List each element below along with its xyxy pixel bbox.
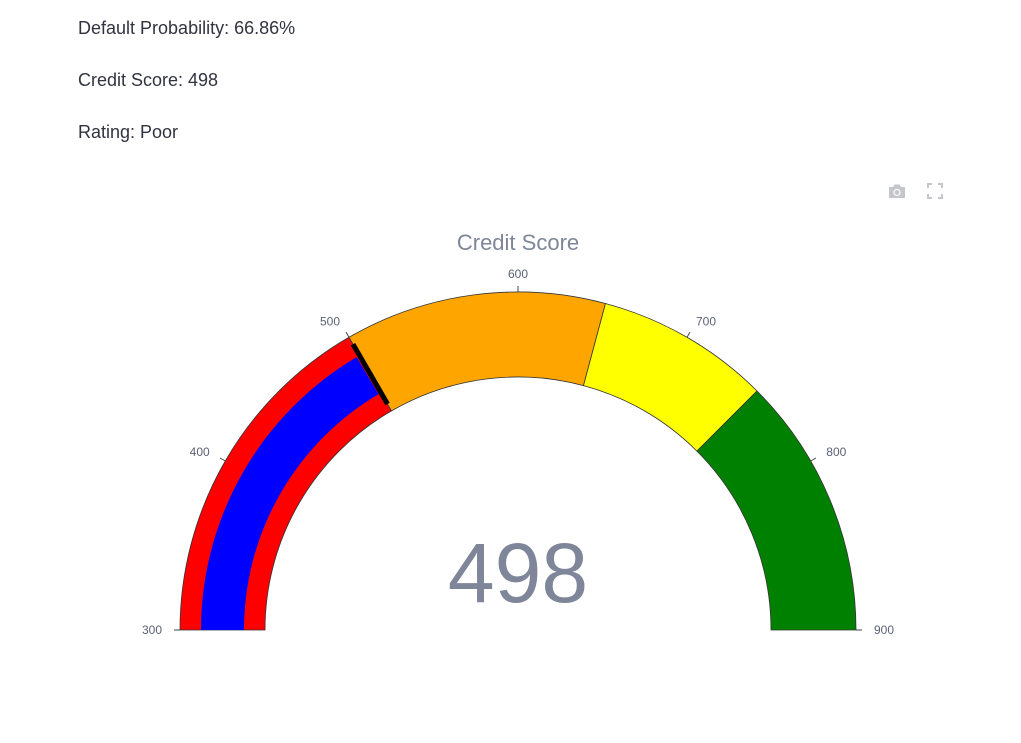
gauge-threshold-line — [350, 342, 390, 406]
gauge-value-bar — [201, 357, 379, 630]
gauge-tick-mark — [219, 457, 226, 462]
fullscreen-icon — [927, 183, 943, 199]
gauge-tick-label: 400 — [190, 445, 210, 459]
gauge-tick-label: 900 — [874, 623, 894, 637]
gauge-value-bar-layer — [201, 357, 379, 630]
default-probability-text: Default Probability: 66.86% — [78, 18, 296, 38]
gauge-tick-label: 700 — [696, 315, 716, 329]
gauge-value-number: 498 — [448, 526, 588, 620]
gauge-tick-mark — [810, 457, 817, 462]
download-image-button[interactable] — [886, 180, 908, 202]
camera-icon — [889, 184, 905, 198]
gauge-tick-mark — [686, 331, 691, 338]
gauge-ticks: 300 400 500 600 700 800 900 — [142, 267, 894, 637]
chart-modebar — [886, 180, 946, 202]
gauge-threshold-layer — [350, 342, 390, 406]
gauge-tick-label: 500 — [320, 315, 340, 329]
gauge-tick-label: 300 — [142, 623, 162, 637]
gauge-tick-label: 800 — [826, 445, 846, 459]
gauge-step-1 — [348, 291, 606, 412]
credit-score-text: Credit Score: 498 — [78, 70, 219, 90]
fullscreen-button[interactable] — [924, 180, 946, 202]
gauge-tick-mark — [345, 331, 350, 338]
gauge-title: Credit Score — [457, 230, 579, 255]
gauge-tick-label: 600 — [508, 267, 528, 281]
rating-text: Rating: Poor — [78, 122, 179, 142]
gauge-step-3 — [696, 390, 857, 631]
